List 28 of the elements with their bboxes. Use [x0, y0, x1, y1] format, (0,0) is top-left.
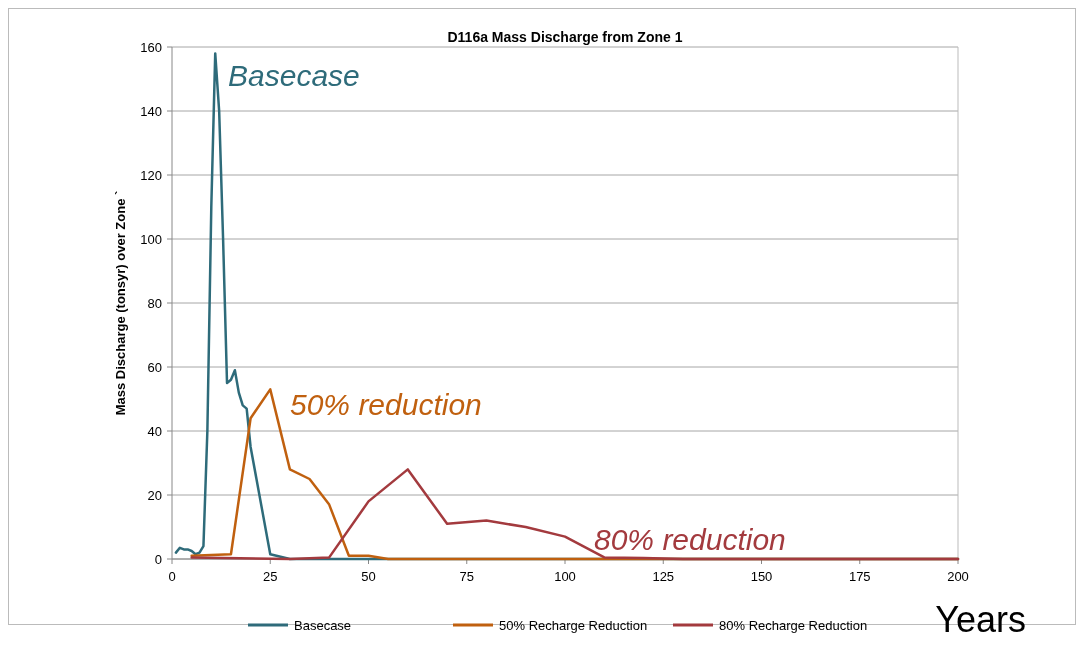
y-tick-label: 40	[147, 423, 162, 439]
line-series	[190, 468, 960, 561]
y-tick-label: 80	[147, 295, 162, 311]
chart-title: D116a Mass Discharge from Zone 1	[447, 29, 683, 45]
annotation: Basecase	[228, 59, 360, 92]
x-tick-label: 50	[361, 569, 376, 584]
y-tick-label: 140	[140, 103, 162, 119]
x-axis-title: Years	[935, 599, 1026, 640]
x-tick-label: 150	[750, 569, 773, 584]
legend-label: Basecase	[294, 617, 352, 633]
y-tick-label: 20	[147, 487, 162, 503]
legend-label: 80% Recharge Reduction	[719, 617, 868, 633]
y-tick-label: 100	[140, 231, 162, 247]
y-tick-label: 160	[140, 39, 162, 55]
legend-label: 50% Recharge Reduction	[499, 617, 648, 633]
y-tick-label: 60	[147, 359, 162, 375]
x-tick-label: 0	[168, 569, 176, 584]
y-axis-title: Mass Discharge (tonsyr) over Zone `	[113, 190, 128, 416]
x-tick-label: 75	[459, 569, 474, 584]
x-tick-label: 200	[947, 569, 969, 584]
x-tick-label: 125	[652, 569, 675, 584]
x-tick-label: 25	[263, 569, 278, 584]
annotation: 80% reduction	[594, 523, 786, 556]
annotation: 50% reduction	[290, 388, 482, 421]
x-tick-label: 100	[554, 569, 576, 584]
y-tick-label: 0	[154, 551, 162, 567]
x-tick-label: 175	[848, 569, 871, 584]
y-tick-label: 120	[140, 167, 162, 183]
